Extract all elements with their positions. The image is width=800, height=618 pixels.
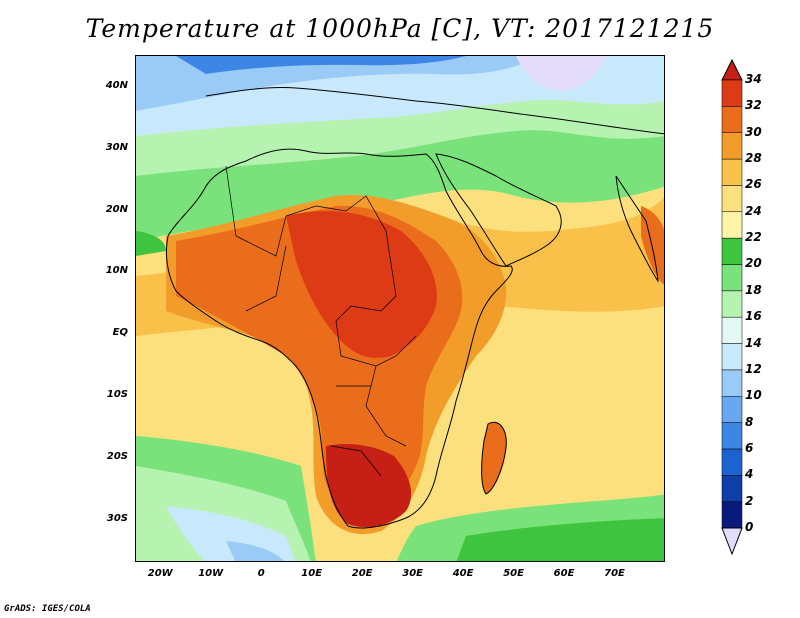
colorbar-tick-label: 20 [745, 256, 762, 271]
lat-tick-label: 10N [105, 265, 128, 277]
colorbar-segment [721, 343, 743, 371]
lon-tick-label: 70E [604, 568, 625, 579]
colorbar-tick-label: 16 [745, 309, 762, 324]
lat-tick-label: 30S [106, 512, 128, 524]
lat-tick-label: EQ [112, 327, 128, 339]
field-south-core [326, 444, 412, 528]
colorbar-tick-label: 0 [745, 520, 754, 534]
colorbar-segment [721, 395, 743, 423]
colorbar-segment [721, 185, 743, 213]
lon-tick-label: 20E [351, 568, 373, 579]
colorbar-segment [721, 264, 743, 292]
lon-tick-label: 0 [257, 568, 265, 579]
colorbar-tick-label: 2 [745, 493, 754, 508]
lon-tick-label: 20W [147, 568, 173, 579]
colorbar-tick-label: 4 [745, 467, 754, 482]
lat-tick-label: 20N [105, 203, 128, 215]
credit-text: GrADS: IGES/COLA [4, 604, 91, 614]
map-title: Temperature at 1000hPa [C], VT: 20171212… [85, 14, 715, 43]
colorbar-tick-label: 10 [745, 388, 762, 403]
colorbar-segment [721, 369, 743, 397]
colorbar-tick-label: 32 [745, 98, 762, 113]
coastline-arabia [435, 153, 562, 267]
lat-tick-label: 10S [106, 389, 128, 401]
colorbar-segment [721, 501, 743, 529]
colorbar-segment [721, 422, 743, 450]
colorbar-segment [721, 475, 743, 502]
colorbar [721, 58, 743, 556]
lon-tick-label: 30E [402, 568, 423, 579]
lat-tick-label: 30N [105, 141, 128, 153]
field-south-blue [226, 541, 285, 561]
colorbar-tick-label: 6 [745, 440, 754, 455]
lon-tick-label: 60E [553, 568, 575, 579]
colorbar-segment [721, 290, 743, 318]
field-africa-core [286, 211, 437, 358]
colorbar-segment [721, 448, 743, 476]
temperature-map [136, 56, 664, 561]
field-west-ocean-green [136, 231, 166, 256]
field-northeast-snow [516, 56, 606, 91]
lon-tick-label: 10W [198, 568, 224, 579]
lon-tick-label: 40E [452, 568, 474, 579]
colorbar-over-triangle [721, 58, 743, 81]
colorbar-segment [721, 211, 743, 239]
field-south-light [166, 506, 296, 561]
lon-tick-label: 50E [503, 568, 524, 579]
colorbar-tick-label: 18 [745, 282, 762, 297]
colorbar-tick-label: 14 [745, 335, 762, 350]
border-lines [225, 165, 417, 477]
colorbar-segment [721, 79, 743, 107]
colorbar-tick-label: 24 [745, 203, 762, 218]
colorbar-tick-label: 8 [745, 414, 754, 429]
lat-tick-label: 20S [106, 450, 128, 462]
coastline-africa [165, 148, 513, 529]
colorbar-segment [721, 158, 743, 186]
field-southeast-deep [456, 518, 664, 561]
lon-tick-label: 10E [301, 568, 323, 579]
map-frame [135, 55, 665, 562]
coastline-europe [205, 87, 664, 135]
colorbar-under-triangle [721, 527, 743, 556]
colorbar-tick-label: 34 [745, 72, 762, 86]
field-madagascar [481, 422, 507, 494]
field-north-deep [176, 56, 466, 74]
colorbar-segment [721, 237, 743, 265]
coastline-madagascar [481, 421, 507, 495]
colorbar-segment [721, 132, 743, 160]
coastline-india [615, 175, 659, 283]
colorbar-tick-label: 28 [745, 151, 762, 166]
colorbar-tick-label: 26 [745, 177, 762, 192]
colorbar-tick-label: 12 [745, 361, 762, 376]
colorbar-tick-label: 22 [745, 230, 762, 245]
lat-tick-label: 40N [105, 79, 128, 91]
colorbar-segment [721, 106, 743, 133]
colorbar-tick-label: 30 [745, 124, 762, 139]
colorbar-segment [721, 316, 743, 344]
